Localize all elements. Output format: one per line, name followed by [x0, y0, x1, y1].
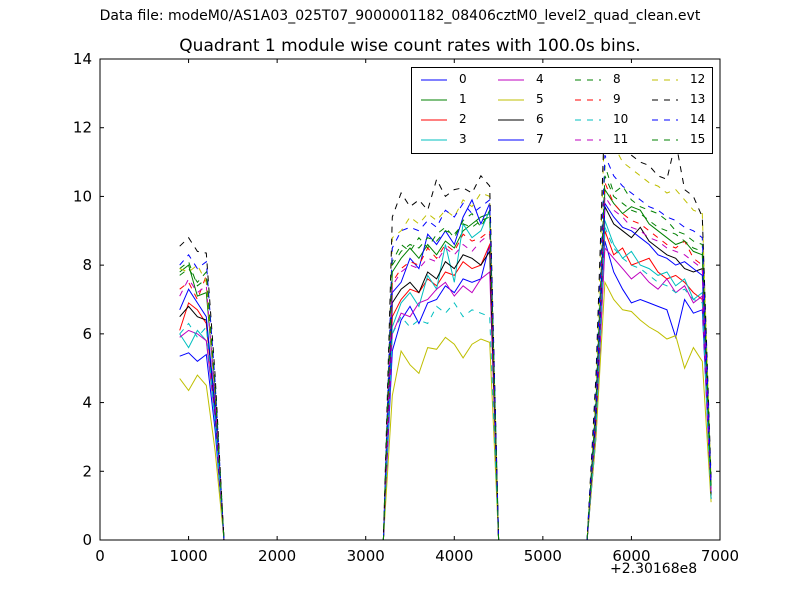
legend-label: 8	[613, 72, 621, 86]
x-tick-label: 5000	[524, 547, 562, 565]
legend-swatch	[421, 139, 447, 141]
series-line-4	[179, 246, 712, 541]
x-tick-label: 4000	[435, 547, 473, 565]
y-tick-label: 14	[73, 50, 92, 68]
series-line-14	[179, 155, 712, 541]
legend-swatch	[652, 139, 678, 141]
y-tick-label: 0	[82, 531, 92, 549]
y-tick-label: 2	[82, 462, 92, 480]
y-tick-label: 8	[82, 256, 92, 274]
legend-swatch	[498, 99, 524, 101]
series-line-1	[179, 187, 712, 541]
legend-label: 4	[536, 72, 544, 86]
y-tick-label: 6	[82, 325, 92, 343]
legend-swatch	[652, 99, 678, 101]
legend-label: 15	[690, 132, 706, 146]
legend: 0 1 2 3 4 5 6 7 8 9 10 11 12 13 14 15	[411, 67, 713, 154]
legend-swatch	[498, 139, 524, 141]
x-offset-label: +2.30168e8	[610, 561, 698, 577]
x-tick-label: 3000	[347, 547, 385, 565]
legend-label: 14	[690, 112, 706, 126]
legend-swatch	[652, 119, 678, 121]
suptitle: Data file: modeM0/AS1A03_025T07_90000011…	[99, 8, 701, 24]
legend-label: 10	[613, 112, 629, 126]
series-line-6	[179, 204, 712, 541]
chart-title: Quadrant 1 module wise count rates with …	[179, 36, 641, 56]
legend-label: 13	[690, 92, 706, 106]
series-line-10	[179, 227, 712, 541]
legend-swatch	[575, 139, 601, 141]
series-line-8	[179, 165, 712, 541]
legend-swatch	[421, 119, 447, 121]
legend-swatch	[575, 79, 601, 81]
legend-swatch	[498, 79, 524, 81]
legend-label: 1	[459, 92, 467, 106]
series-layer	[179, 106, 712, 541]
legend-label: 5	[536, 92, 544, 106]
legend-label: 7	[536, 132, 544, 146]
series-line-13	[179, 106, 712, 541]
legend-swatch	[421, 79, 447, 81]
x-tick-label: 7000	[701, 547, 739, 565]
series-line-5	[179, 280, 712, 541]
x-tick-label: 6000	[612, 547, 650, 565]
y-tick-label: 4	[82, 394, 92, 412]
series-line-0	[179, 240, 712, 541]
legend-swatch	[421, 99, 447, 101]
legend-label: 12	[690, 72, 706, 86]
series-line-3	[179, 210, 712, 541]
x-tick-label: 0	[95, 547, 105, 565]
series-line-12	[179, 117, 712, 541]
legend-label: 9	[613, 92, 621, 106]
legend-label: 0	[459, 72, 467, 86]
legend-swatch	[575, 119, 601, 121]
x-tick-label: 1000	[169, 547, 207, 565]
x-tick-label: 2000	[258, 547, 296, 565]
series-line-9	[179, 182, 712, 541]
y-tick-label: 12	[73, 119, 92, 137]
legend-label: 3	[459, 132, 467, 146]
series-line-2	[179, 230, 712, 541]
plot-frame	[99, 58, 721, 541]
legend-label: 2	[459, 112, 467, 126]
legend-swatch	[652, 79, 678, 81]
series-line-11	[179, 194, 712, 541]
legend-label: 11	[613, 132, 629, 146]
legend-swatch	[575, 99, 601, 101]
y-tick-label: 10	[73, 187, 92, 205]
legend-swatch	[498, 119, 524, 121]
legend-label: 6	[536, 112, 544, 126]
